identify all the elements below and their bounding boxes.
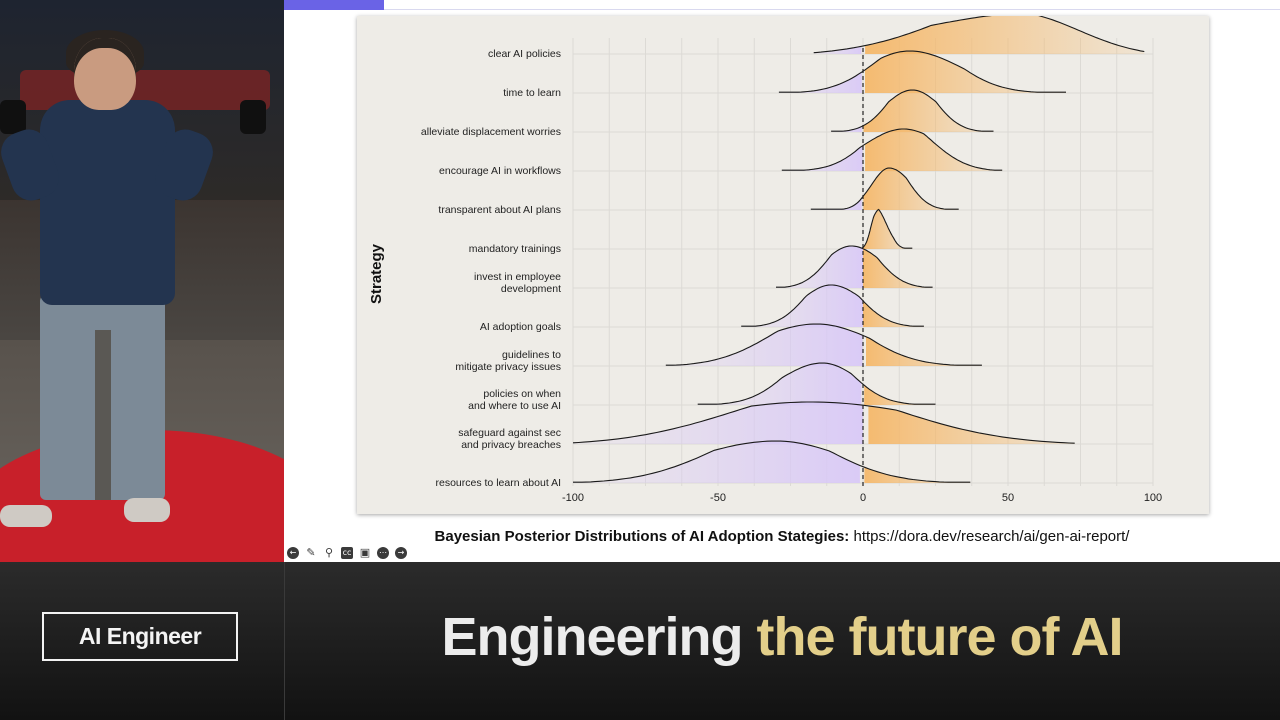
ridge-line [573, 440, 971, 483]
ridge-fill-positive [865, 51, 1066, 93]
more-icon[interactable]: ⋯ [377, 547, 389, 559]
row-label: policies on when and where to use AI [468, 388, 561, 412]
speaker-head [74, 38, 136, 110]
captions-icon[interactable]: cc [341, 547, 353, 559]
row-label: mandatory trainings [469, 243, 561, 255]
presentation-slide: clear AI policies time to learn alleviate … [284, 0, 1280, 562]
banner-divider [284, 562, 285, 720]
speaker-video [0, 0, 284, 562]
chart-svg: clear AI policies time to learn alleviate … [368, 16, 1162, 504]
ridge-fill-negative [778, 72, 862, 93]
chart-x-ticks: -100 -50 0 50 100 [562, 492, 1162, 504]
ridge-line [831, 89, 994, 132]
row-label: encourage AI in workflows [439, 165, 561, 177]
ridge-line [781, 128, 1003, 171]
speaker-legs-gap [95, 330, 111, 500]
ridge-fill-positive [868, 405, 1075, 444]
chart-caption: Bayesian Posterior Distributions of AI A… [284, 528, 1280, 545]
x-tick-label: 100 [1144, 492, 1162, 504]
ridge-line [697, 362, 936, 405]
row-label: time to learn [503, 87, 561, 99]
ridge-fill-positive [863, 248, 933, 288]
chart-grid [572, 38, 1154, 486]
camera-icon[interactable]: ▣ [359, 546, 371, 559]
ridge-fill-positive [865, 129, 1003, 171]
ridge-fill-positive [865, 16, 1145, 54]
pencil-icon[interactable]: ✎ [306, 546, 316, 559]
ridge-line [813, 16, 1145, 54]
ridge-fill-negative [697, 363, 862, 405]
caption-link[interactable]: https://dora.dev/research/ai/gen-ai-repo… [853, 528, 1130, 545]
ridge-fill-positive [864, 467, 971, 483]
speaker-shirt [40, 100, 175, 305]
row-label: AI adoption goals [480, 321, 561, 333]
magnifier-icon[interactable]: ⚲ [324, 546, 334, 559]
stage-light [0, 100, 26, 134]
caption-title: Bayesian Posterior Distributions of AI A… [434, 528, 850, 545]
ridge-fill-positive [863, 300, 924, 327]
chart-row-labels: clear AI policies time to learn alleviate … [421, 48, 561, 489]
event-banner: AI Engineer Engineering the future of AI [0, 562, 1280, 720]
stage-light [240, 100, 266, 134]
tagline-gold: the future of AI [756, 607, 1124, 667]
ridge-fill-negative [665, 324, 863, 366]
x-tick-label: 0 [860, 492, 866, 504]
ridge-fill-negative [573, 402, 863, 444]
ridge-line [665, 323, 982, 366]
ridge-fill-positive [863, 168, 959, 210]
ridge-line [810, 167, 959, 210]
ridgeline-chart: clear AI policies time to learn alleviate … [357, 16, 1209, 514]
ridge-fill-positive [863, 209, 913, 249]
ridge-fill-negative [831, 126, 862, 132]
row-label: resources to learn about AI [436, 477, 562, 489]
ridge-fill-negative [741, 285, 863, 327]
row-label: guidelines to mitigate privacy issues [455, 349, 561, 373]
ridge-fill-positive [865, 336, 982, 366]
ridge-line [778, 50, 1066, 93]
ridge-line [776, 245, 933, 288]
ridge-fill-negative [573, 441, 860, 483]
left-arrow-icon[interactable]: ← [287, 547, 299, 559]
speaker-shoe [0, 505, 52, 527]
ai-engineer-logo: AI Engineer [42, 612, 238, 661]
player-controls: ← ✎ ⚲ cc ▣ ⋯ → [287, 547, 407, 561]
ridge-fill-positive [863, 90, 994, 132]
ridge-fill-negative [776, 246, 863, 288]
x-tick-label: -100 [562, 492, 584, 504]
right-arrow-icon[interactable]: → [395, 547, 407, 559]
ridge-fill-positive [864, 385, 936, 405]
banner-tagline: Engineering the future of AI [284, 606, 1280, 668]
slide-progress-bar [284, 0, 384, 10]
chart-ridges [572, 16, 1145, 483]
ridge-fill-negative [781, 145, 863, 171]
tagline-white: Engineering [441, 607, 743, 667]
x-tick-label: -50 [710, 492, 726, 504]
y-axis-title: Strategy [368, 243, 385, 304]
row-label: alleviate displacement worries [421, 126, 561, 138]
speaker-shoe [124, 498, 170, 522]
ridge-fill-negative [810, 198, 862, 210]
row-label: invest in employee development [474, 271, 561, 295]
row-label: transparent about AI plans [438, 204, 561, 216]
ridge-line [860, 208, 913, 249]
ridge-line [741, 284, 924, 327]
ridge-line [572, 401, 1075, 444]
slide-progress-track [284, 9, 1280, 10]
x-tick-label: 50 [1002, 492, 1014, 504]
row-label: clear AI policies [488, 48, 561, 60]
row-label: safeguard against sec and privacy breache… [458, 427, 561, 451]
